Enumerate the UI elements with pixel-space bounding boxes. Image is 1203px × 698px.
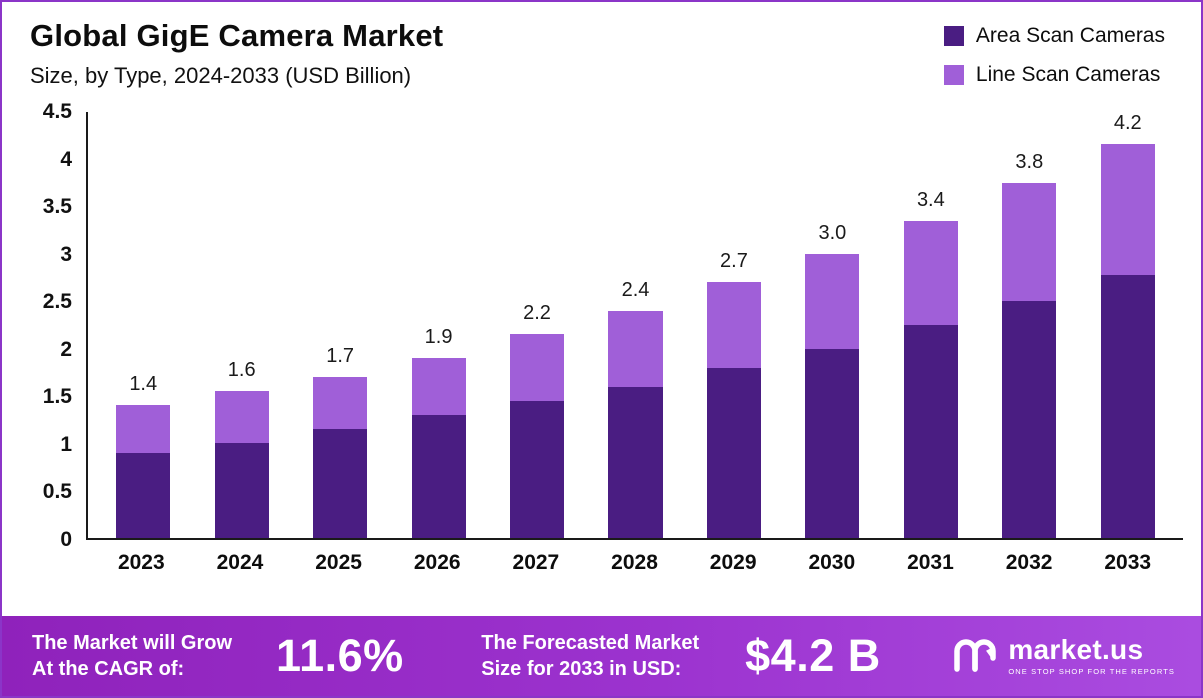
bar-total-label: 1.7 xyxy=(326,345,355,368)
bar-segment-area-scan xyxy=(805,348,860,538)
bar-segment-area-scan xyxy=(313,429,368,538)
brand-text: market.us ONE STOP SHOP FOR THE REPORTS xyxy=(1008,636,1175,676)
y-axis-label: 3.5 xyxy=(42,195,72,219)
plot-row: 0 0.5 1 1.5 2 2.5 3 3.5 4 4.5 1.4 1.6 1.7 1.9 2.2 2.4 2… xyxy=(2,100,1183,551)
y-axis-label: 0.5 xyxy=(42,480,72,504)
bar-2026: 1.9 xyxy=(389,112,487,538)
x-axis-label: 2026 xyxy=(413,551,461,574)
bar-2025: 1.7 xyxy=(291,112,389,538)
x-axis-label: 2030 xyxy=(808,551,856,574)
bar-total-label: 3.8 xyxy=(1015,151,1044,174)
bar-segment-line-scan xyxy=(1002,183,1057,302)
cagr-value: 11.6% xyxy=(276,630,404,681)
bar-segment-line-scan xyxy=(903,220,958,325)
bar-2032: 3.8 xyxy=(980,112,1078,538)
bar-segment-line-scan xyxy=(706,282,762,368)
x-axis-label: 2029 xyxy=(709,551,757,574)
y-axis-label: 0 xyxy=(60,528,72,551)
chart-area: 0 0.5 1 1.5 2 2.5 3 3.5 4 4.5 1.4 1.6 1.7 1.9 2.2 2.4 2… xyxy=(2,100,1201,616)
bar-segment-area-scan xyxy=(116,452,171,538)
bar-2030: 3.0 xyxy=(783,112,881,538)
bar-total-label: 4.2 xyxy=(1113,112,1142,134)
bar-segment-area-scan xyxy=(509,400,565,538)
brand-name: market.us xyxy=(1008,634,1144,666)
legend-swatch-area-scan xyxy=(943,26,964,46)
plot-area: 1.4 1.6 1.7 1.9 2.2 2.4 2.7 3.0 3.4 3.8 4.2 xyxy=(86,112,1183,540)
bar-total-label: 1.6 xyxy=(227,359,256,382)
cagr-label-line2: At the CAGR of: xyxy=(32,658,185,680)
y-axis-label: 3 xyxy=(60,242,72,266)
bar-segment-area-scan xyxy=(214,443,269,538)
legend-label-area-scan: Area Scan Cameras xyxy=(975,24,1165,47)
forecast-value: $4.2 B xyxy=(745,630,881,681)
legend-label-line-scan: Line Scan Cameras xyxy=(975,63,1161,86)
x-axis-label: 2032 xyxy=(1005,551,1053,574)
cagr-value-wrap: 11.6% xyxy=(242,630,465,682)
bar-2024: 1.6 xyxy=(192,112,290,538)
brand-tagline: ONE STOP SHOP FOR THE REPORTS xyxy=(1008,667,1175,677)
chart-subtitle: Size, by Type, 2024-2033 (USD Billion) xyxy=(30,63,412,88)
forecast-label-line2: Size for 2033 in USD: xyxy=(481,658,682,680)
cagr-label: The Market will Grow At the CAGR of: xyxy=(32,630,232,682)
y-axis-label: 2 xyxy=(60,337,72,361)
x-axis-label: 2024 xyxy=(216,551,264,574)
bar-total-label: 1.4 xyxy=(129,373,158,396)
bar-total-label: 3.0 xyxy=(818,222,847,245)
bar-total-label: 2.2 xyxy=(523,302,551,325)
bar-total-label: 2.4 xyxy=(621,278,650,301)
bar-segment-line-scan xyxy=(116,405,171,453)
bar-2023: 1.4 xyxy=(94,112,192,538)
market-us-logo-icon xyxy=(952,636,998,677)
cagr-label-line1: The Market will Grow xyxy=(32,632,233,654)
bar-2031: 3.4 xyxy=(882,112,980,538)
bar-total-label: 1.9 xyxy=(424,326,453,349)
bar-segment-line-scan xyxy=(805,254,860,349)
bar-segment-line-scan xyxy=(214,391,269,444)
forecast-label-text: The Forecasted Market Size for 2033 in U… xyxy=(481,630,699,682)
footer-banner: The Market will Grow At the CAGR of: 11.… xyxy=(2,616,1201,696)
legend-swatch-line-scan xyxy=(943,65,964,85)
forecast-label: The Forecasted Market Size for 2033 in U… xyxy=(475,630,699,682)
forecast-value-wrap: $4.2 B xyxy=(709,630,942,682)
y-axis: 0 0.5 1 1.5 2 2.5 3 3.5 4 4.5 xyxy=(2,100,86,551)
bar-segment-area-scan xyxy=(411,414,466,538)
y-axis-label: 1.5 xyxy=(42,385,72,409)
y-axis-label: 4 xyxy=(60,147,72,171)
bar-segment-line-scan xyxy=(608,310,663,387)
bar-total-label: 2.7 xyxy=(720,250,748,273)
bar-segment-area-scan xyxy=(1100,275,1155,538)
bar-2029: 2.7 xyxy=(685,112,783,538)
legend-item-area-scan: Area Scan Cameras xyxy=(943,24,1165,48)
bar-segment-area-scan xyxy=(1002,301,1057,538)
x-axis: 2023 2024 2025 2026 2027 2028 2029 2030 2031 2032… xyxy=(86,540,1183,586)
cagr-label-text: The Market will Grow At the CAGR of: xyxy=(32,630,232,682)
x-axis-label: 2023 xyxy=(117,551,165,574)
bar-segment-line-scan xyxy=(313,377,368,430)
bar-segment-line-scan xyxy=(1100,144,1155,276)
bar-2027: 2.2 xyxy=(488,112,586,538)
bar-segment-area-scan xyxy=(706,367,762,538)
x-axis-label: 2028 xyxy=(611,551,658,574)
bar-segment-line-scan xyxy=(411,358,466,415)
bar-segment-line-scan xyxy=(509,334,565,401)
x-axis-label: 2025 xyxy=(315,551,362,574)
bar-segment-area-scan xyxy=(903,325,958,538)
x-axis-label: 2031 xyxy=(907,551,954,574)
legend: Area Scan Cameras Line Scan Cameras xyxy=(943,24,1165,87)
forecast-label-line1: The Forecasted Market xyxy=(481,632,700,654)
y-axis-label: 4.5 xyxy=(42,100,72,123)
y-axis-label: 2.5 xyxy=(42,290,72,314)
chart-header: Global GigE Camera Market Size, by Type,… xyxy=(2,2,1201,106)
bar-2033: 4.2 xyxy=(1079,112,1177,538)
y-axis-label: 1 xyxy=(60,432,72,456)
brand-logo: market.us ONE STOP SHOP FOR THE REPORTS xyxy=(952,636,1175,677)
page-title: Global GigE Camera Market xyxy=(30,18,444,53)
x-axis-label: 2033 xyxy=(1104,551,1152,574)
x-axis-label: 2027 xyxy=(512,551,560,574)
bar-2028: 2.4 xyxy=(586,112,684,538)
bar-segment-area-scan xyxy=(608,386,663,538)
bar-total-label: 3.4 xyxy=(916,188,945,211)
legend-item-line-scan: Line Scan Cameras xyxy=(943,63,1165,87)
